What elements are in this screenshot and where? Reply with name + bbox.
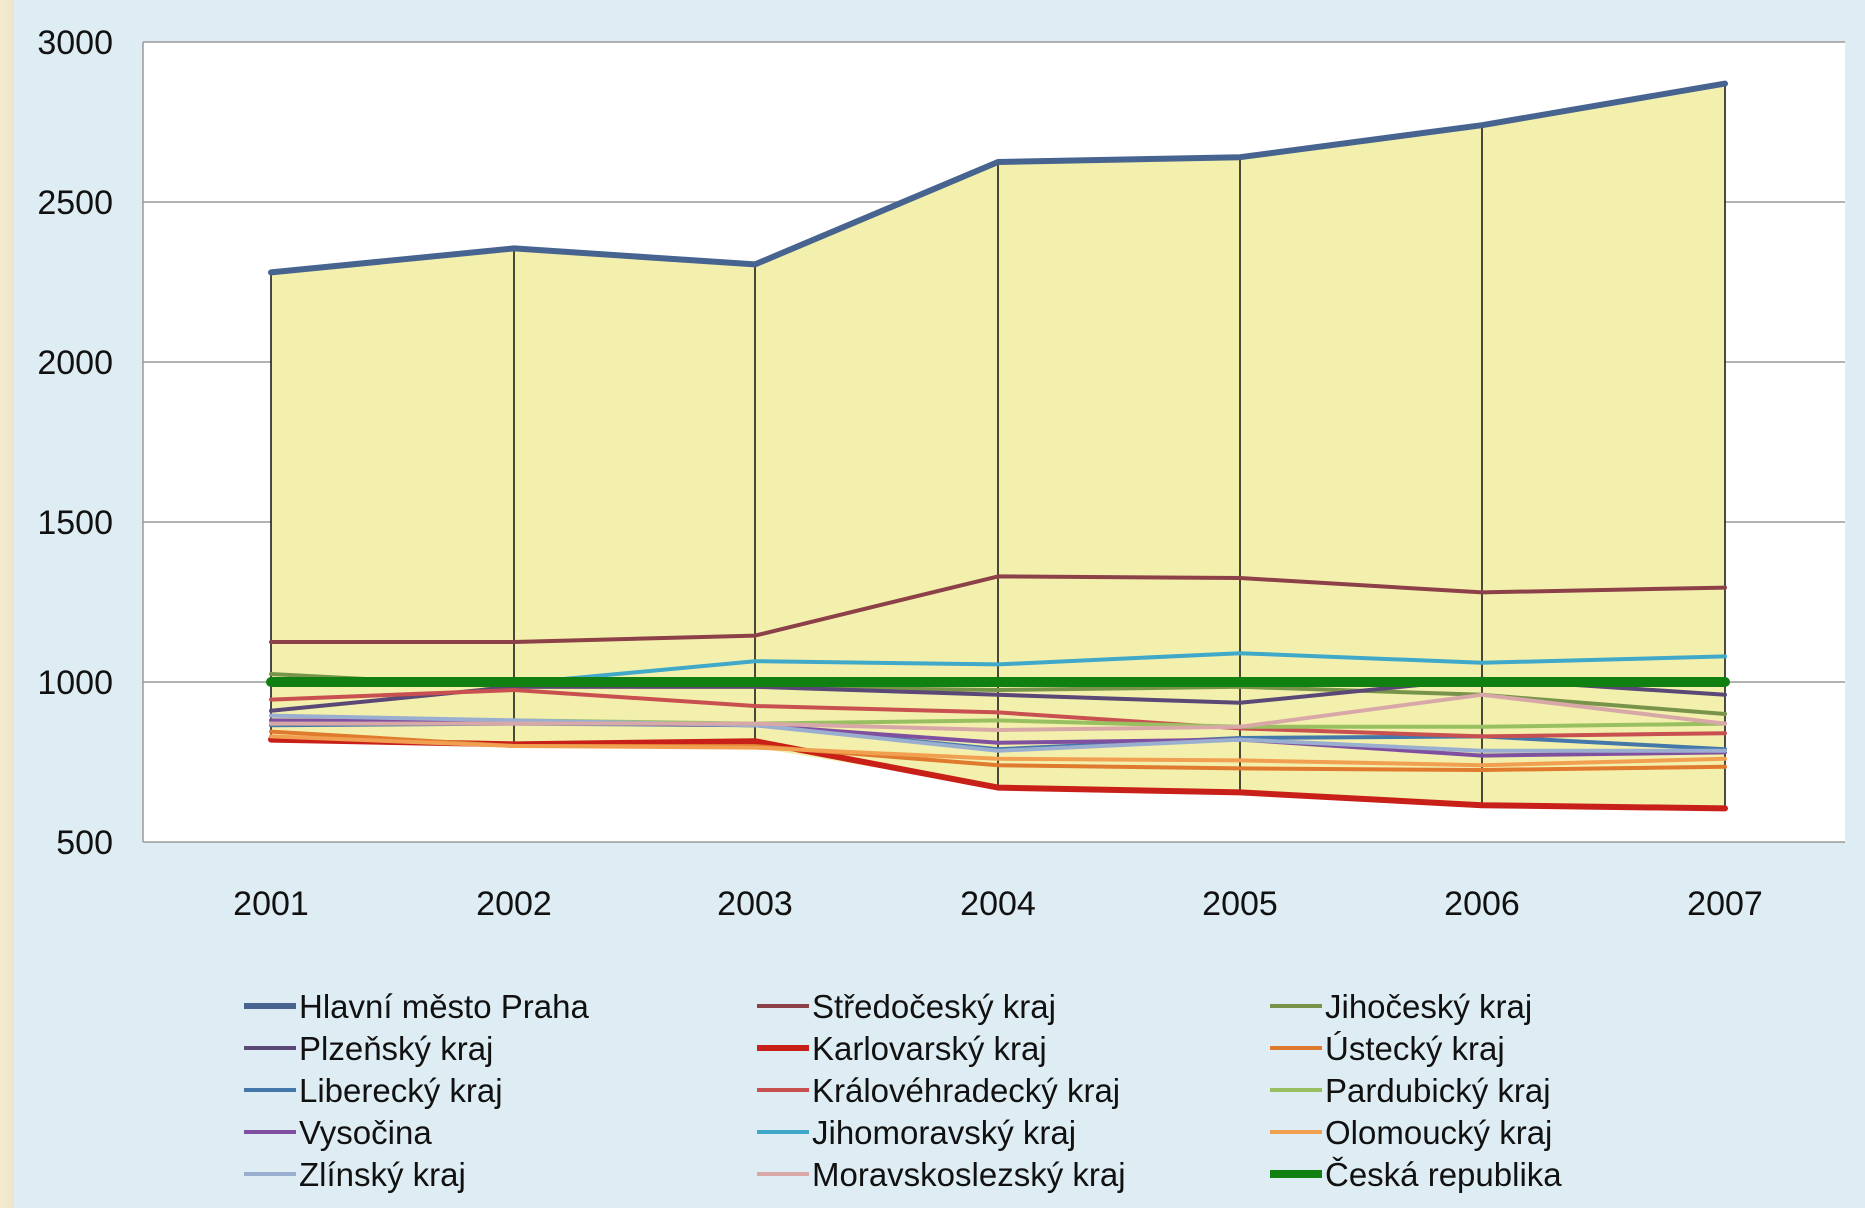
y-tick-label: 2500 [37,184,113,222]
legend-label-4: Karlovarský kraj [812,1030,1047,1067]
series-lines [266,80,1730,812]
y-tick-label: 1000 [37,664,113,702]
legend-label-7: Královéhradecký kraj [812,1072,1120,1109]
series-line-7 [269,688,1727,739]
legend-label-11: Olomoucký kraj [1325,1114,1552,1151]
legend-label-10: Jihomoravský kraj [812,1114,1076,1151]
y-tick-label: 2000 [37,344,113,382]
y-tick-label: 3000 [37,24,113,62]
series-line-11 [269,734,1727,768]
x-tick-label: 2007 [1687,885,1763,923]
legend-label-13: Moravskoslezský kraj [812,1156,1126,1193]
legend-label-5: Ústecký kraj [1325,1030,1505,1067]
legend: Hlavní město Praha Středočeský kraj Jihoče… [244,988,1562,1193]
legend-label-8: Pardubický kraj [1325,1072,1551,1109]
y-tick-label: 1500 [37,504,113,542]
x-tick-label: 2001 [233,885,309,923]
series-line-1 [269,574,1727,644]
legend-label-12: Zlínský kraj [299,1156,466,1193]
y-tick-label: 500 [56,824,113,862]
y-axis-ticks: 500 1000 1500 2000 2500 3000 [37,24,113,862]
legend-label-6: Liberecký kraj [299,1072,503,1109]
legend-label-1: Středočeský kraj [812,988,1056,1025]
legend-label-2: Jihočeský kraj [1325,988,1532,1025]
series-line-12 [269,713,1727,753]
series-line-0 [268,80,1728,276]
legend-label-9: Vysočina [299,1114,432,1151]
legend-label-14: Česká republika [1325,1156,1562,1193]
left-border-stripe [0,0,14,1208]
legend-label-3: Plzeňský kraj [299,1030,493,1067]
x-axis-ticks: 2001 2002 2003 2004 2005 2006 2007 [233,885,1763,923]
x-tick-label: 2005 [1202,885,1278,923]
x-tick-label: 2002 [476,885,552,923]
x-tick-label: 2004 [960,885,1036,923]
x-tick-label: 2006 [1444,885,1520,923]
series-line-13 [269,692,1727,732]
x-tick-label: 2003 [717,885,793,923]
legend-label-0: Hlavní město Praha [299,988,589,1025]
